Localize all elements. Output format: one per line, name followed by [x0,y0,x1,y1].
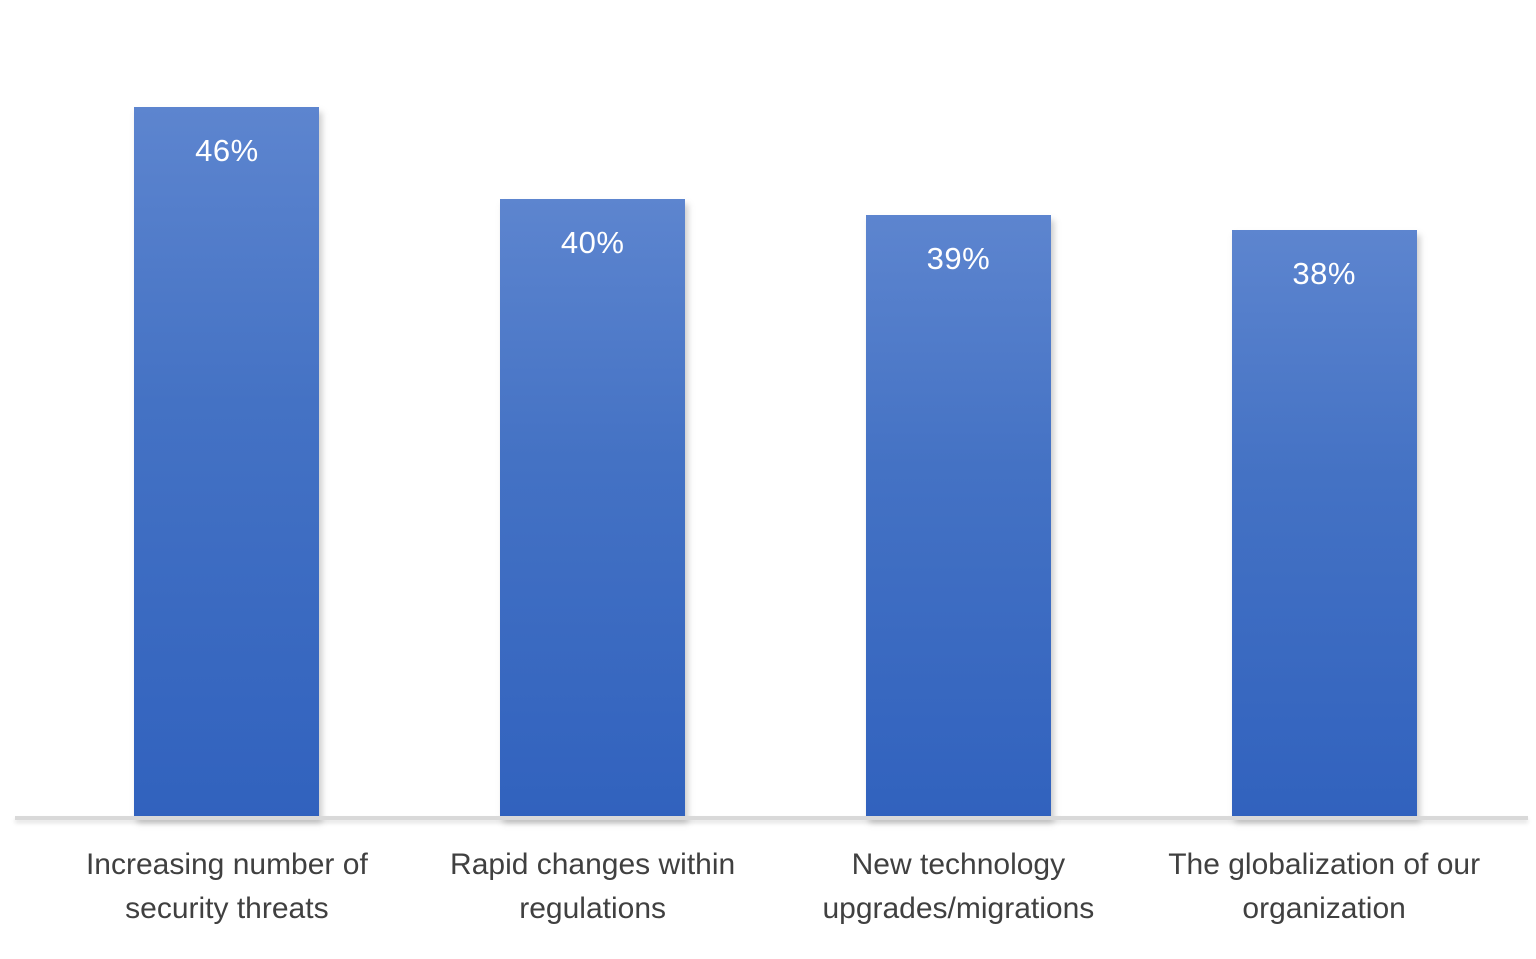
category-label: Rapid changes within regulations [450,848,736,925]
bar: 39% [865,215,1051,818]
category-label: New technology upgrades/migrations [822,848,1095,925]
category-axis-labels: Increasing number of security threats Rap… [44,843,1507,931]
bar: 46% [134,107,320,818]
x-axis-line [15,816,1528,820]
bar-data-label: 39% [926,241,991,276]
bar-column: 39% [776,0,1142,818]
bar: 38% [1231,230,1417,818]
bar-data-label: 40% [560,225,625,260]
bar-column: 40% [410,0,776,818]
bar-column: 46% [44,0,410,818]
category-label: The globalization of our organization [1168,848,1481,925]
category-label: Increasing number of security threats [85,848,368,925]
bar: 40% [500,199,686,818]
bar-data-label: 38% [1292,256,1356,291]
bar-column: 38% [1141,0,1507,818]
plot-area: 46% 40% 39% 38% [44,0,1507,818]
bar-data-label: 46% [195,133,259,168]
